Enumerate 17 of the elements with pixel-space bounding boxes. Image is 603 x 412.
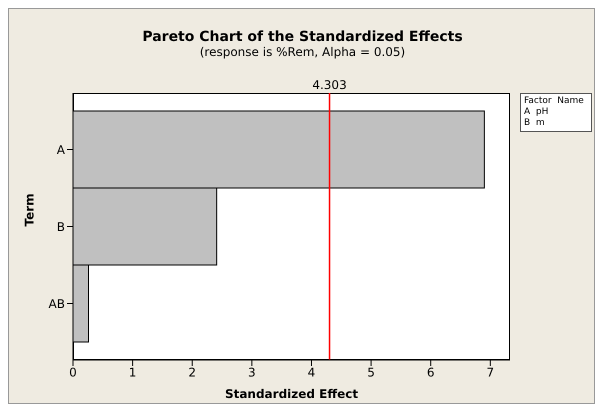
- x-tick-label: 1: [128, 366, 136, 380]
- factor-table: Factor Name A pH B m: [520, 93, 592, 132]
- ref-line-label: 4.303: [312, 78, 347, 92]
- x-tick-label: 2: [188, 366, 196, 380]
- x-axis-title: Standardized Effect: [224, 387, 358, 401]
- y-axis-title: Term: [22, 193, 36, 226]
- x-tick-label: 6: [426, 366, 435, 380]
- x-tick-label: 0: [69, 366, 77, 380]
- x-tick-label: 5: [367, 366, 375, 380]
- x-tick-label: 3: [248, 366, 256, 380]
- x-tick-label: 7: [486, 366, 494, 380]
- y-tick-label: AB: [48, 296, 65, 311]
- y-tick-label: B: [56, 220, 65, 234]
- chart-subtitle: (response is %Rem, Alpha = 0.05): [198, 45, 406, 59]
- chart-title: Pareto Chart of the Standardized Effects: [141, 29, 464, 45]
- y-tick-label: A: [56, 142, 66, 157]
- x-tick-label: 4: [308, 366, 316, 380]
